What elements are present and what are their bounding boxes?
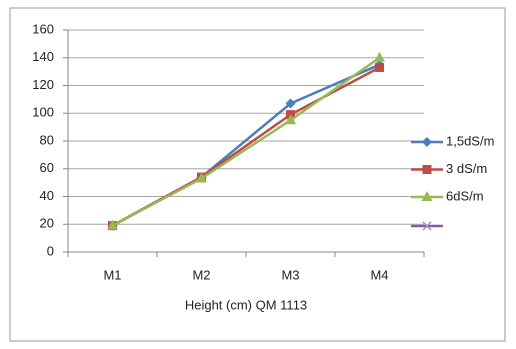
legend-label: 6dS/m: [446, 188, 484, 203]
y-tick-label: 140: [32, 49, 54, 64]
marker: [422, 137, 432, 147]
y-tick-label: 20: [40, 216, 54, 231]
x-axis-title: Height (cm) QM 1113: [185, 297, 307, 312]
y-tick-label: 40: [40, 188, 54, 203]
marker: [285, 114, 296, 125]
marker: [196, 172, 207, 183]
x-tick-label: M4: [370, 267, 388, 282]
marker: [374, 51, 385, 62]
legend-marker: [422, 221, 432, 231]
chart-frame: [9, 7, 506, 342]
series-line: [111, 56, 381, 227]
y-tick-label: 120: [32, 77, 54, 92]
marker: [375, 62, 384, 72]
x-tick-label: M2: [192, 267, 210, 282]
x-tick-label: M3: [281, 267, 299, 282]
y-tick-label: 100: [32, 105, 54, 120]
marker: [285, 98, 296, 109]
legend-label: 3 dS/m: [446, 161, 487, 176]
marker: [107, 219, 118, 230]
y-tick-label: 60: [40, 160, 54, 175]
marker: [422, 165, 432, 174]
x-tick-label: M1: [103, 267, 121, 282]
y-tick-label: 0: [47, 243, 54, 258]
marker: [421, 191, 433, 201]
legend-label: 1,5dS/m: [446, 133, 494, 148]
y-tick-label: 160: [32, 21, 54, 36]
y-tick-label: 80: [40, 132, 54, 147]
